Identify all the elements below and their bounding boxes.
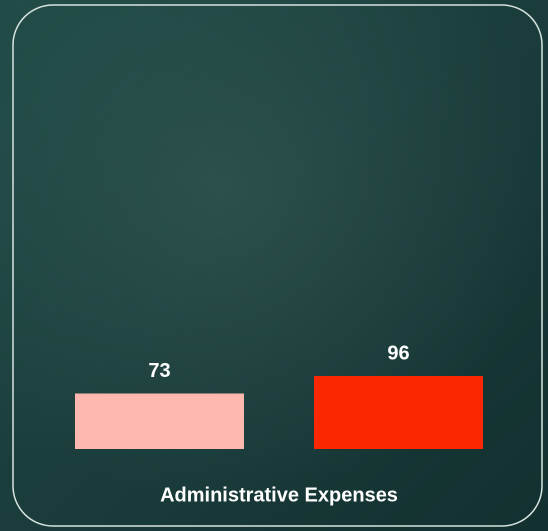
bar bbox=[314, 376, 483, 449]
data-label: 96 bbox=[387, 342, 409, 364]
frame bbox=[12, 4, 543, 527]
data-label: 73 bbox=[148, 360, 170, 382]
bar bbox=[75, 393, 244, 449]
x-tick-label: Administrative Expenses bbox=[160, 484, 398, 506]
